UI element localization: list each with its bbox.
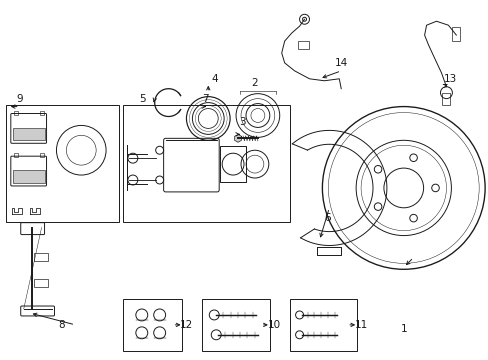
Text: 6: 6 [324,213,330,223]
Text: 4: 4 [211,74,218,84]
Text: 1: 1 [400,324,406,334]
Bar [6,105,119,222]
Polygon shape [234,134,241,142]
Text: 7: 7 [202,94,208,104]
Text: 8: 8 [58,320,64,330]
Bar [202,299,269,351]
Bar [34,279,47,287]
Bar [14,111,18,114]
Bar [40,111,43,114]
Bar [297,41,309,49]
Bar [451,27,459,41]
Text: 3: 3 [238,117,245,127]
Bar [13,128,44,140]
Text: 13: 13 [443,74,456,84]
Text: 2: 2 [251,78,258,88]
Bar [14,153,18,157]
Bar [122,105,289,222]
Bar [122,299,182,351]
Bar [442,93,449,105]
Bar [13,171,44,183]
Bar [220,146,245,182]
Text: 14: 14 [334,58,347,68]
Text: 11: 11 [354,320,367,330]
Text: 10: 10 [267,320,281,330]
Bar [40,153,43,157]
Text: 12: 12 [180,320,193,330]
Text: 9: 9 [17,94,23,104]
Bar [34,253,47,261]
Bar [289,299,356,351]
Text: 5: 5 [139,94,146,104]
